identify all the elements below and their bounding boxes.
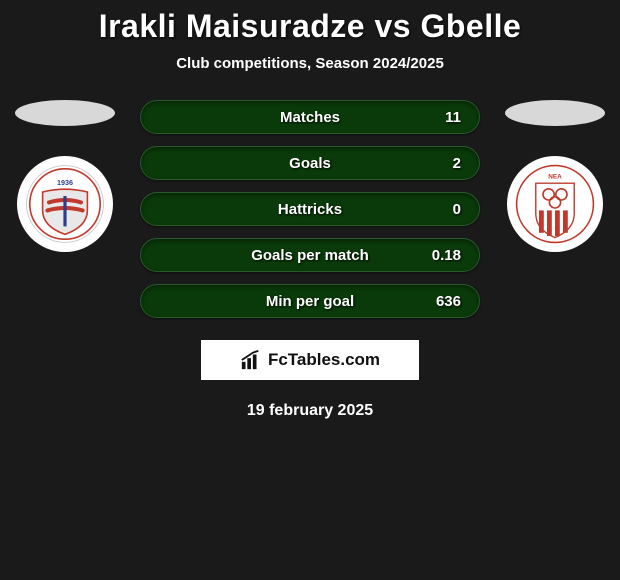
shield-icon: NEA (515, 164, 595, 244)
main-row: 1936 Matches 11 Goals 2 Hattricks 0 (0, 100, 620, 318)
stat-value: 636 (436, 293, 461, 310)
brand-text: FcTables.com (268, 350, 380, 370)
brand-box[interactable]: FcTables.com (201, 340, 419, 380)
stat-label: Goals (289, 155, 331, 172)
subtitle: Club competitions, Season 2024/2025 (0, 55, 620, 72)
stat-row-goals: Goals 2 (140, 146, 480, 180)
page-title: Irakli Maisuradze vs Gbelle (0, 8, 620, 45)
team-badge-left: 1936 (17, 156, 113, 252)
stat-label: Goals per match (251, 247, 369, 264)
stat-row-hattricks: Hattricks 0 (140, 192, 480, 226)
badge-year: 1936 (57, 178, 73, 187)
comparison-card: Irakli Maisuradze vs Gbelle Club competi… (0, 0, 620, 420)
stat-row-gpm: Goals per match 0.18 (140, 238, 480, 272)
shield-icon: 1936 (25, 164, 105, 244)
date-text: 19 february 2025 (0, 402, 620, 420)
chart-icon (240, 349, 262, 371)
stat-label: Matches (280, 109, 340, 126)
left-column: 1936 (10, 100, 120, 252)
player-placeholder-left (15, 100, 115, 126)
stat-value: 11 (445, 109, 461, 126)
stat-row-matches: Matches 11 (140, 100, 480, 134)
stat-label: Hattricks (278, 201, 342, 218)
player-placeholder-right (505, 100, 605, 126)
right-column: NEA (500, 100, 610, 252)
badge-top-text: NEA (548, 173, 562, 180)
stat-label: Min per goal (266, 293, 354, 310)
stat-value: 2 (453, 155, 461, 172)
team-badge-right: NEA (507, 156, 603, 252)
stats-column: Matches 11 Goals 2 Hattricks 0 Goals per… (140, 100, 480, 318)
stat-value: 0.18 (432, 247, 461, 264)
stat-row-mpg: Min per goal 636 (140, 284, 480, 318)
stat-value: 0 (453, 201, 461, 218)
